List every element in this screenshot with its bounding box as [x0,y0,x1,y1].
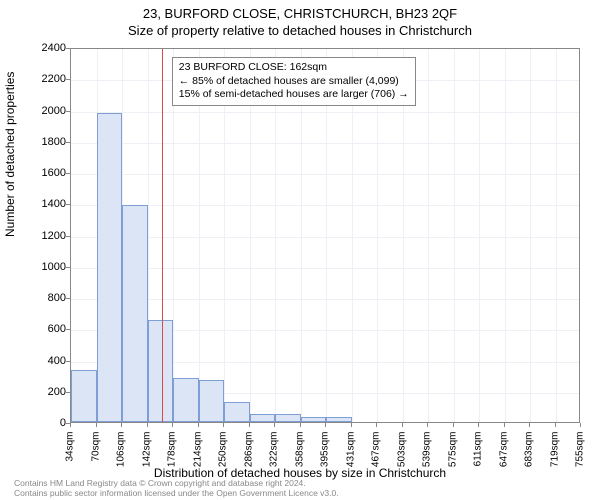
x-tick-mark [274,423,275,427]
histogram-bar [301,417,327,422]
footer-attribution: Contains HM Land Registry data © Crown c… [14,478,339,498]
annotation-line3: 15% of semi-detached houses are larger (… [179,88,409,102]
y-tick-mark [66,111,70,112]
x-tick-mark [70,423,71,427]
x-tick-mark [376,423,377,427]
y-tick-label: 1000 [26,261,66,273]
x-tick-label: 467sqm [371,432,382,472]
grid-line-v [530,49,531,422]
x-tick-label: 214sqm [192,432,203,472]
x-tick-label: 34sqm [65,432,76,472]
x-tick-mark [402,423,403,427]
histogram-bar [326,417,352,422]
x-tick-mark [580,423,581,427]
y-tick-label: 800 [26,292,66,304]
x-tick-label: 395sqm [320,432,331,472]
histogram-bar [148,320,174,422]
grid-line-v [556,49,557,422]
y-tick-label: 2000 [26,105,66,117]
x-tick-label: 719sqm [549,432,560,472]
y-tick-label: 1200 [26,230,66,242]
histogram-bar [250,414,276,422]
histogram-bar [275,414,301,422]
y-tick-label: 200 [26,386,66,398]
x-tick-label: 70sqm [90,432,101,472]
x-tick-mark [198,423,199,427]
plot-area: 23 BURFORD CLOSE: 162sqm ← 85% of detach… [70,48,580,423]
x-tick-mark [427,423,428,427]
y-axis-label: Number of detached properties [3,72,17,237]
y-tick-mark [66,79,70,80]
x-tick-label: 755sqm [575,432,586,472]
x-tick-label: 250sqm [218,432,229,472]
x-tick-label: 106sqm [116,432,127,472]
x-tick-mark [300,423,301,427]
annotation-line1: 23 BURFORD CLOSE: 162sqm [179,61,409,75]
y-tick-label: 1800 [26,136,66,148]
grid-line-v [454,49,455,422]
y-tick-label: 0 [26,417,66,429]
histogram-bar [224,402,250,422]
x-tick-mark [504,423,505,427]
y-tick-mark [66,329,70,330]
x-tick-mark [172,423,173,427]
footer-line2: Contains public sector information licen… [14,488,339,498]
page-title: 23, BURFORD CLOSE, CHRISTCHURCH, BH23 2Q… [0,0,600,21]
histogram-bar [122,205,148,422]
y-tick-label: 2200 [26,73,66,85]
histogram-bar [199,380,225,422]
x-tick-mark [96,423,97,427]
y-tick-mark [66,267,70,268]
x-tick-label: 178sqm [167,432,178,472]
y-tick-mark [66,173,70,174]
x-tick-mark [478,423,479,427]
x-tick-label: 611sqm [473,432,484,472]
x-tick-mark [529,423,530,427]
x-tick-label: 539sqm [422,432,433,472]
grid-line-v [505,49,506,422]
y-tick-label: 2400 [26,42,66,54]
x-tick-label: 142sqm [141,432,152,472]
x-tick-label: 358sqm [294,432,305,472]
histogram-bar [71,370,97,422]
y-tick-mark [66,361,70,362]
x-tick-label: 322sqm [269,432,280,472]
x-tick-mark [453,423,454,427]
y-tick-label: 1400 [26,198,66,210]
x-tick-label: 647sqm [498,432,509,472]
x-tick-mark [147,423,148,427]
x-tick-mark [249,423,250,427]
histogram-bar [97,113,123,422]
y-tick-mark [66,204,70,205]
grid-line-v [428,49,429,422]
y-tick-label: 400 [26,355,66,367]
chart-subtitle: Size of property relative to detached ho… [0,21,600,38]
chart-container: 23, BURFORD CLOSE, CHRISTCHURCH, BH23 2Q… [0,0,600,500]
x-tick-label: 431sqm [345,432,356,472]
x-tick-mark [555,423,556,427]
annotation-marker-line [162,49,163,422]
y-tick-label: 1600 [26,167,66,179]
annotation-line2: ← 85% of detached houses are smaller (4,… [179,75,409,89]
x-tick-label: 683sqm [524,432,535,472]
histogram-bar [173,378,199,422]
x-tick-label: 575sqm [447,432,458,472]
y-tick-mark [66,142,70,143]
grid-line-v [479,49,480,422]
y-tick-mark [66,48,70,49]
x-tick-mark [121,423,122,427]
x-tick-label: 286sqm [243,432,254,472]
x-tick-mark [351,423,352,427]
y-tick-label: 600 [26,323,66,335]
annotation-box: 23 BURFORD CLOSE: 162sqm ← 85% of detach… [172,57,416,106]
footer-line1: Contains HM Land Registry data © Crown c… [14,478,339,488]
y-tick-mark [66,236,70,237]
x-tick-mark [223,423,224,427]
y-tick-mark [66,392,70,393]
x-tick-mark [325,423,326,427]
y-tick-mark [66,298,70,299]
x-tick-label: 503sqm [396,432,407,472]
